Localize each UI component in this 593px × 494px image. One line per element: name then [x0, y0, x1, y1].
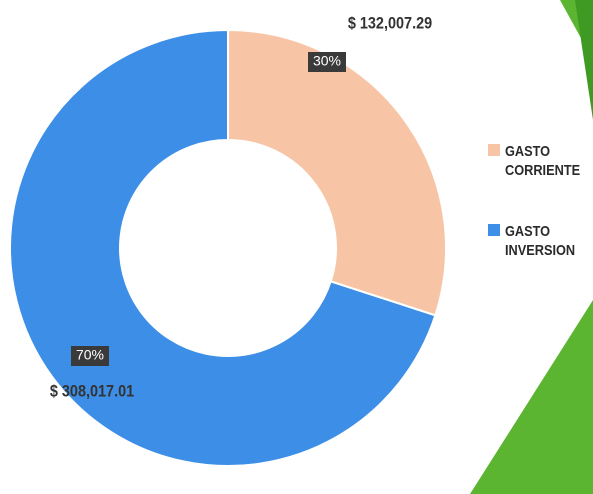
legend-label: GASTO INVERSION: [505, 223, 576, 259]
percentage-box: [308, 52, 346, 72]
percentage-label: 70%: [76, 347, 104, 363]
legend-swatch: [488, 224, 500, 236]
decor-green-dark: [575, 0, 593, 120]
percentage-box: [71, 346, 109, 366]
legend-swatch: [488, 144, 500, 156]
donut-slice: [9, 28, 437, 467]
value-label: $ 132,007.29: [348, 14, 433, 32]
decor-green: [470, 0, 593, 494]
legend-label: GASTO CORRIENTE: [505, 143, 581, 179]
value-label: $ 308,017.01: [50, 382, 135, 400]
percentage-label: 30%: [313, 53, 341, 69]
donut-slice: [227, 28, 447, 317]
